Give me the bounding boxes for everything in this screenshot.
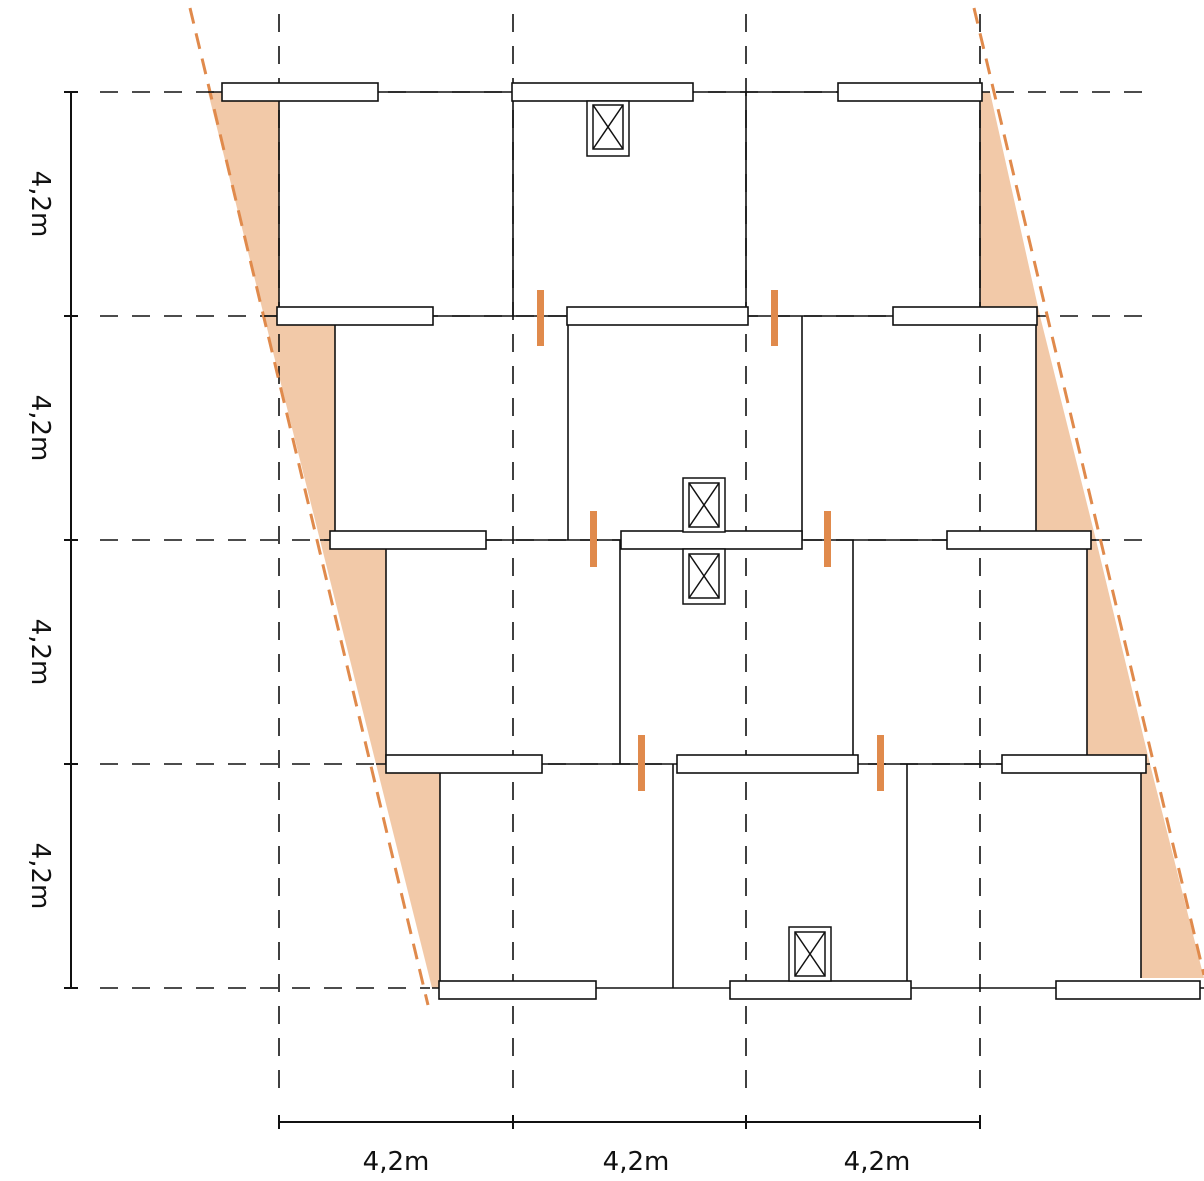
shafts [586, 100, 832, 982]
shear-zone-right-2 [1036, 316, 1096, 540]
shear-lines [188, 7, 1204, 1006]
beam [676, 754, 859, 774]
beam [511, 82, 694, 102]
shear-zone-right-1 [980, 92, 1040, 316]
dimension-label-v4: 4,2m [25, 843, 55, 910]
beam [276, 306, 434, 326]
beam [892, 306, 1038, 326]
orange-marker [824, 511, 831, 567]
shear-zones [208, 92, 1204, 988]
orange-marker [771, 290, 778, 346]
vertical-dimension [64, 91, 78, 989]
orange-markers [537, 290, 884, 791]
horizontal-dimension [278, 1115, 981, 1129]
shear-zone-left-2 [264, 316, 335, 540]
beam [566, 306, 749, 326]
shear-zone-left-4 [376, 764, 440, 988]
beam [1055, 980, 1201, 1000]
shear-zone-left-3 [320, 540, 386, 764]
beam [385, 754, 543, 774]
orange-marker [638, 735, 645, 791]
horizontal-dimension-labels: 4,2m 4,2m 4,2m [363, 1147, 911, 1177]
dimension-label-h3: 4,2m [844, 1147, 911, 1177]
dimension-label-v1: 4,2m [25, 171, 55, 238]
shear-line-right [972, 7, 1204, 976]
beam [620, 530, 803, 550]
beam [1001, 754, 1147, 774]
beams [221, 82, 1201, 1000]
dimension-label-v2: 4,2m [25, 395, 55, 462]
beam [946, 530, 1092, 550]
shear-zone-right-4 [1141, 764, 1204, 978]
shear-zone-right-3 [1087, 540, 1150, 764]
orange-marker [537, 290, 544, 346]
vertical-dimension-labels: 4,2m 4,2m 4,2m 4,2m [25, 171, 55, 910]
beam [221, 82, 379, 102]
orange-marker [877, 735, 884, 791]
dimension-label-h1: 4,2m [363, 1147, 430, 1177]
shear-line-left [188, 7, 430, 1006]
dimension-label-v3: 4,2m [25, 619, 55, 686]
beam [329, 530, 487, 550]
shaft-x-icon [586, 100, 630, 157]
beam [729, 980, 912, 1000]
beam [438, 980, 597, 1000]
dimension-label-h2: 4,2m [603, 1147, 670, 1177]
shaft-x-icon [682, 477, 726, 533]
shear-zone-left-1 [208, 92, 279, 316]
shaft-x-icon [682, 548, 726, 605]
beam [837, 82, 983, 102]
shaft-x-icon [788, 926, 832, 982]
orange-marker [590, 511, 597, 567]
